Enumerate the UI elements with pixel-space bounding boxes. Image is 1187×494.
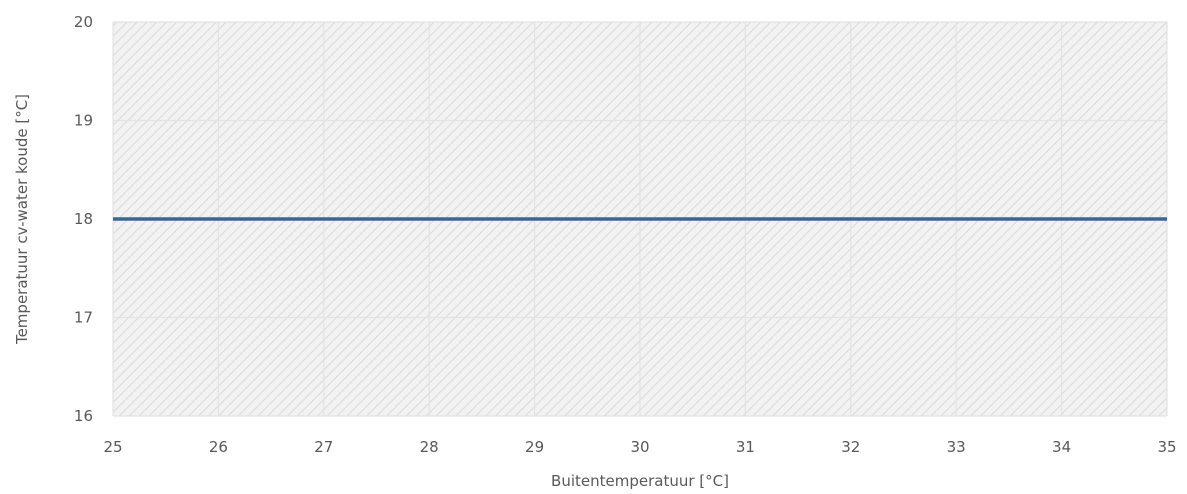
y-axis-ticks: 16 17 18 19 20 [74, 13, 93, 425]
x-tick-label: 34 [1052, 438, 1071, 456]
x-tick-label: 28 [420, 438, 439, 456]
x-tick-label: 25 [103, 438, 122, 456]
x-tick-label: 30 [630, 438, 649, 456]
y-tick-label: 20 [74, 13, 93, 31]
y-tick-label: 18 [74, 210, 93, 228]
x-axis-ticks: 25 26 27 28 29 30 31 32 33 34 35 [103, 438, 1176, 456]
x-tick-label: 27 [314, 438, 333, 456]
y-tick-label: 17 [74, 309, 93, 327]
x-tick-label: 33 [947, 438, 966, 456]
x-axis-title: Buitentemperatuur [°C] [551, 472, 729, 490]
y-tick-label: 19 [74, 112, 93, 130]
y-tick-label: 16 [74, 407, 93, 425]
x-tick-label: 35 [1157, 438, 1176, 456]
x-tick-label: 32 [841, 438, 860, 456]
y-axis-title: Temperatuur cv-water koude [°C] [13, 94, 31, 345]
x-tick-label: 26 [209, 438, 228, 456]
x-tick-label: 31 [736, 438, 755, 456]
x-tick-label: 29 [525, 438, 544, 456]
